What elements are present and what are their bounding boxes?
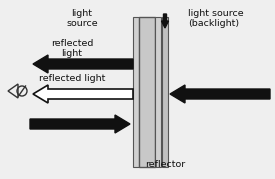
Bar — [139, 17, 155, 167]
FancyArrow shape — [33, 85, 133, 103]
Text: reflected light: reflected light — [39, 74, 105, 83]
FancyArrow shape — [33, 55, 133, 73]
Bar — [155, 17, 161, 167]
Text: light
source: light source — [66, 9, 98, 28]
Bar — [133, 17, 139, 167]
FancyArrow shape — [30, 115, 130, 133]
FancyArrow shape — [170, 85, 270, 103]
Bar — [162, 17, 168, 167]
FancyArrow shape — [161, 14, 169, 28]
Text: light source
(backlight): light source (backlight) — [188, 9, 244, 28]
Text: reflected
light: reflected light — [51, 39, 93, 58]
Text: reflector: reflector — [145, 160, 185, 169]
